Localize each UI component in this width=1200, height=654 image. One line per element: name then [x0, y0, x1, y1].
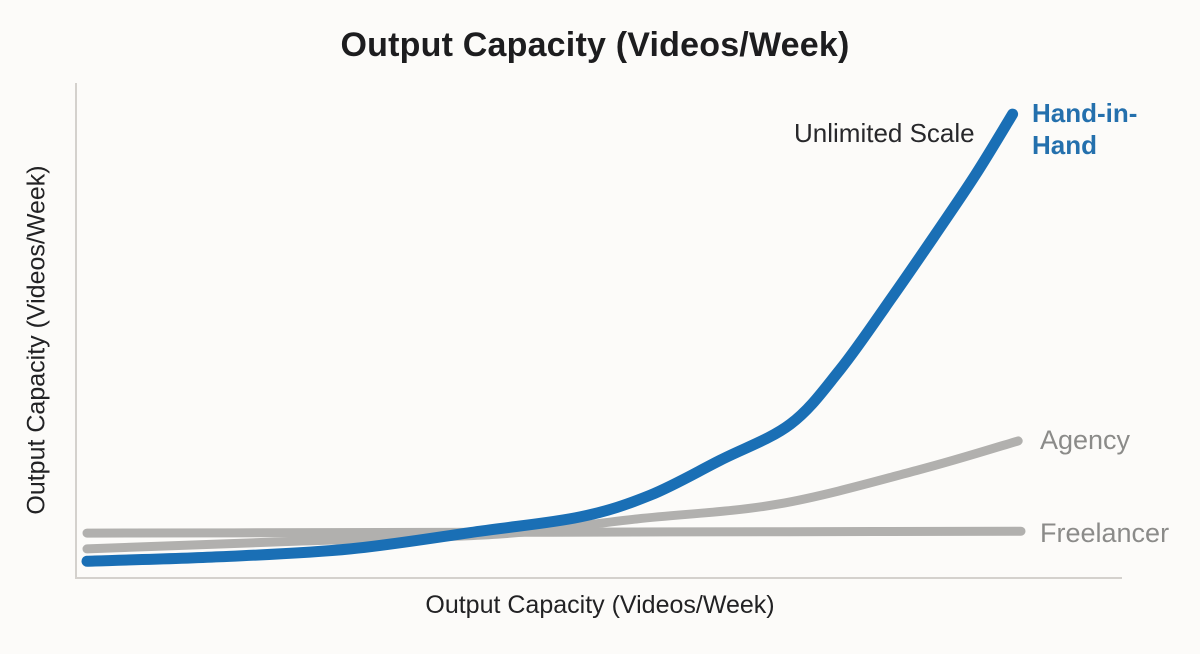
axis-lines	[75, 83, 1122, 579]
line-hand-in-hand	[81, 108, 1019, 567]
chart-title: Output Capacity (Videos/Week)	[340, 26, 850, 64]
x-axis-label: Output Capacity (Videos/Week)	[425, 591, 775, 619]
series-label-agency: Agency	[1040, 425, 1131, 455]
series-label-hand-in-hand: Hand-in-Hand	[1032, 98, 1138, 160]
annotation-unlimited-scale: Unlimited Scale	[794, 118, 975, 148]
line-agency	[82, 436, 1023, 554]
series-label-freelancer: Freelancer	[1040, 518, 1170, 548]
